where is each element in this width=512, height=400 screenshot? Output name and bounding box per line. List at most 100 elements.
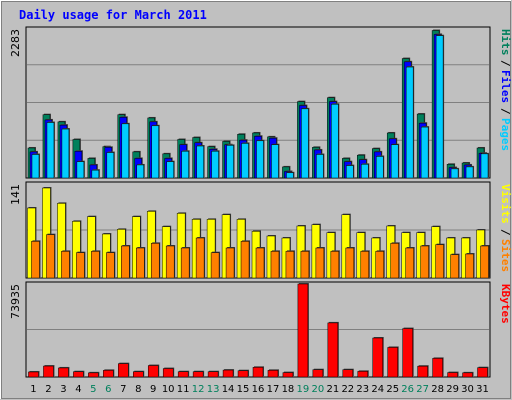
bar-pages-day-2 [46,122,55,179]
series-sites [31,233,490,279]
bar-pages-day-11 [181,150,189,179]
x-tick-day-25: 25 [386,384,399,395]
x-tick-day-7: 7 [120,384,126,395]
x-tick-day-19: 19 [297,384,310,395]
bar-pages-day-30 [465,166,474,179]
x-tick-day-2: 2 [45,384,51,395]
legend-hits: Hits [499,29,512,56]
panel-hits-files-pages: 2283 Hits / Files / Pages [9,26,512,179]
bar-pages-day-4 [76,161,85,179]
bar-pages-day-8 [136,164,145,179]
x-tick-day-17: 17 [267,384,280,395]
bar-sites-day-9 [150,243,160,279]
legend-sites-visits: Visits / Sites [499,184,512,272]
bar-kbytes-day-3 [58,367,69,378]
bar-pages-day-17 [271,144,279,179]
bar-sites-day-8 [136,247,145,279]
x-tick-day-28: 28 [431,384,444,395]
legend-visits: Visits [499,184,512,224]
bar-pages-day-12 [196,145,204,179]
bar-kbytes-day-6 [103,370,114,378]
bar-sites-day-10 [165,245,175,279]
bar-sites-day-25 [390,243,399,279]
bar-sites-day-2 [46,234,55,279]
legend-pages: Pages [499,118,512,151]
bar-kbytes-day-10 [162,368,174,378]
bar-pages-day-22 [346,165,354,179]
bar-sites-day-16 [255,247,265,279]
bar-sites-day-7 [121,245,130,279]
bar-sites-day-12 [195,237,205,279]
bar-sites-day-26 [405,247,414,279]
bar-sites-day-29 [450,254,459,279]
bar-kbytes-day-9 [147,365,159,378]
bar-pages-day-16 [256,140,264,179]
x-tick-day-14: 14 [222,384,235,395]
bar-sites-day-6 [106,252,115,279]
bar-sites-day-13 [210,252,220,279]
bar-kbytes-day-16 [252,367,264,378]
x-tick-day-15: 15 [237,384,250,395]
x-tick-day-20: 20 [312,384,325,395]
bar-sites-day-24 [375,251,384,279]
y-max-label: 2283 [9,29,22,57]
bar-pages-day-25 [390,144,399,179]
bar-sites-day-20 [315,247,325,279]
x-tick-day-1: 1 [30,384,36,395]
x-tick-day-23: 23 [356,384,369,395]
chart-panels: 2283 Hits / Files / Pages 141 Visits / Sites 73935… [9,26,512,378]
bar-kbytes-day-20 [312,369,324,378]
x-tick-day-9: 9 [150,384,156,395]
x-tick-day-22: 22 [341,384,354,395]
bar-pages-day-29 [450,168,459,179]
bar-sites-day-19 [300,251,310,279]
x-tick-day-21: 21 [326,384,339,395]
bar-kbytes-day-24 [372,337,383,378]
x-tick-day-12: 12 [192,384,205,395]
bar-pages-day-1 [31,154,40,179]
bar-kbytes-day-22 [342,369,354,378]
bar-kbytes-day-8 [133,371,144,378]
x-tick-day-4: 4 [75,384,81,395]
x-tick-day-16: 16 [252,384,265,395]
x-tick-day-8: 8 [135,384,141,395]
legend-kbytes: KBytes [499,284,512,324]
legend-hits-files-pages: Hits / Files / Pages [499,29,512,151]
bar-kbytes-day-18 [282,372,294,378]
bar-pages-day-15 [241,143,249,179]
bar-pages-day-27 [420,126,429,179]
bar-sites-day-14 [225,247,235,279]
x-tick-day-11: 11 [177,384,190,395]
x-tick-day-27: 27 [416,384,429,395]
x-tick-day-24: 24 [371,384,384,395]
y-max-label: 73935 [9,284,22,319]
bar-kbytes-day-15 [237,370,249,378]
series-kbytes [28,283,489,378]
legend-separator: / [499,229,512,236]
legend-separator: / [499,60,512,67]
bar-pages-day-24 [375,156,384,179]
bar-pages-day-18 [286,172,294,179]
x-tick-day-31: 31 [476,384,489,395]
bar-kbytes-day-30 [462,372,473,378]
bar-kbytes-day-11 [177,371,189,378]
bar-sites-day-11 [180,247,190,279]
bar-pages-day-13 [211,150,219,179]
bar-sites-day-30 [465,253,474,279]
x-tick-day-30: 30 [461,384,474,395]
bar-kbytes-day-29 [447,372,458,378]
bar-pages-day-6 [106,152,115,179]
bar-kbytes-day-28 [432,358,443,378]
bar-sites-day-17 [270,251,280,279]
bar-sites-day-15 [240,241,250,279]
bar-sites-day-21 [330,251,340,279]
bar-sites-day-28 [435,244,444,279]
legend-sites: Sites [499,239,512,272]
legend-kbytes: KBytes [499,284,512,324]
bar-kbytes-day-2 [43,365,54,378]
bar-pages-day-28 [435,35,444,179]
bar-kbytes-day-21 [327,322,339,378]
